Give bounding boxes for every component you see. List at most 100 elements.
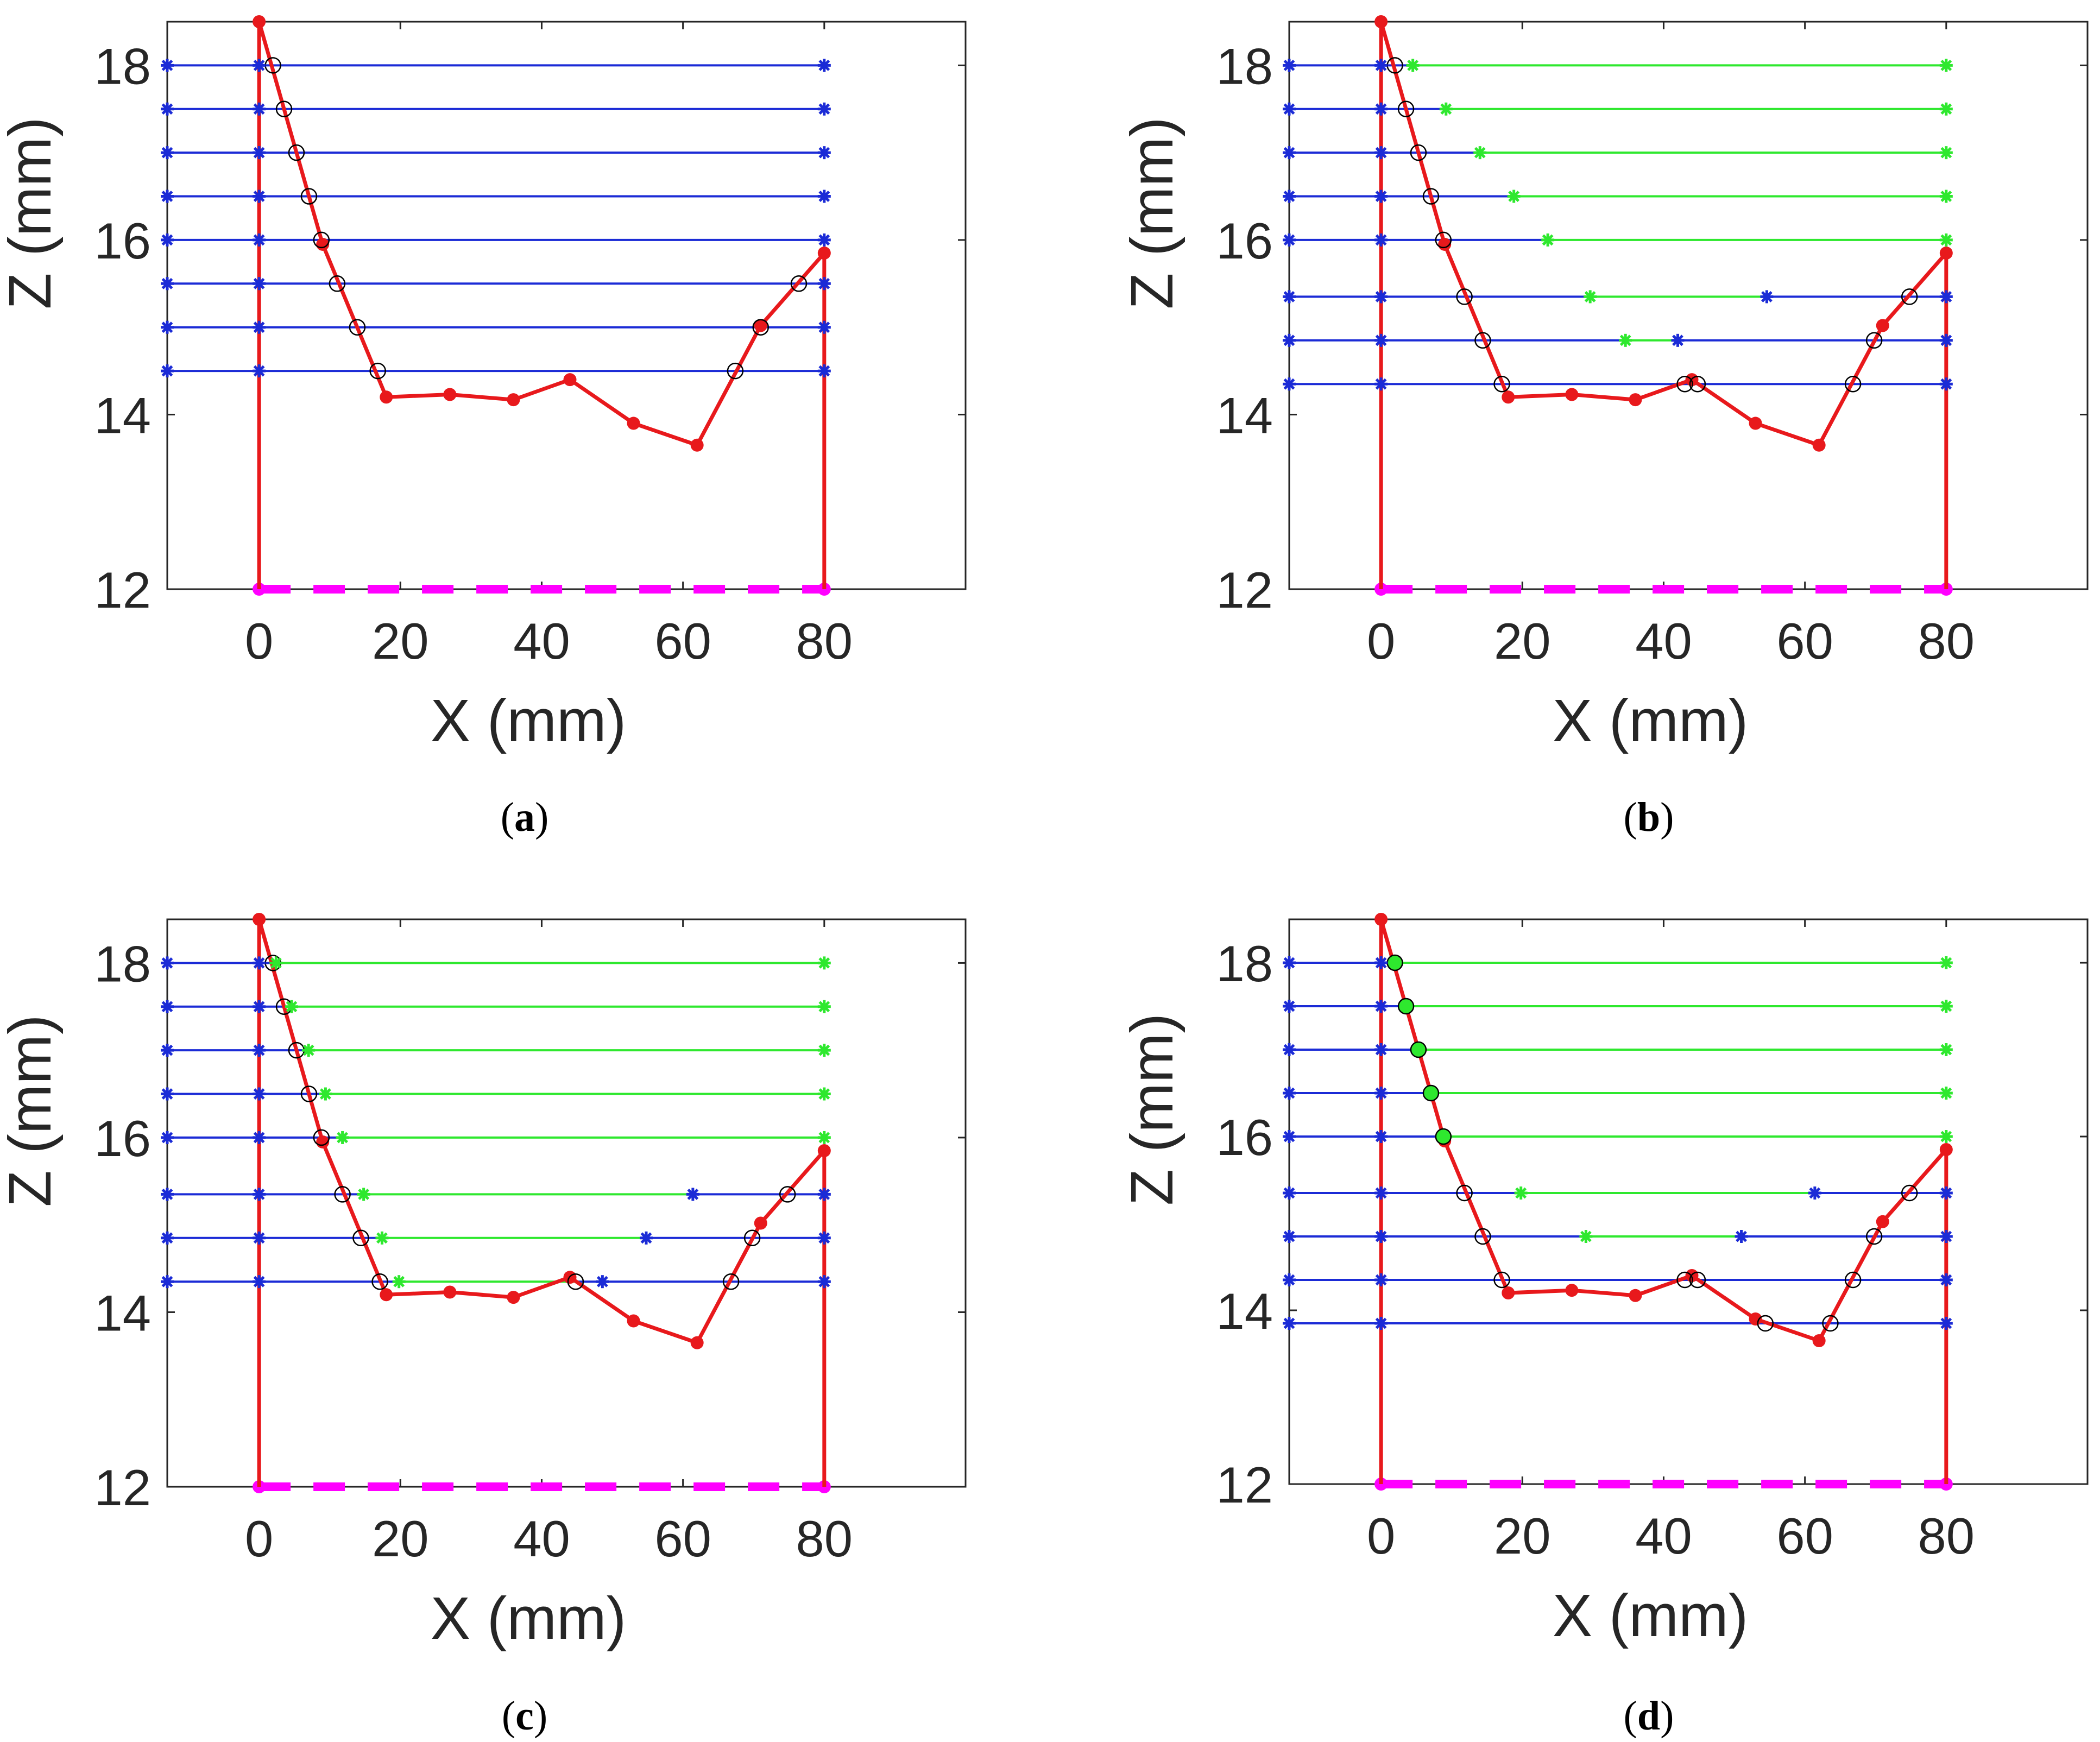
panel-a-profile-line — [257, 20, 827, 589]
panel-b-pass-6-star-marker — [1939, 333, 1953, 347]
panel-c-pass-4-star-marker — [817, 1131, 831, 1144]
panel-b-profile-point — [1502, 390, 1515, 404]
panel-c-caption-letter: c — [515, 1693, 534, 1739]
panel-c-ytick-label: 18 — [94, 935, 151, 992]
panel-c-pass-4-star-marker-d2 — [337, 1132, 349, 1144]
panel-b-pass-5-star-marker-d2 — [1375, 291, 1387, 302]
panel-c-xtick-label: 20 — [372, 1510, 429, 1567]
panel-b-xtick-label: 0 — [1367, 613, 1395, 670]
panel-c-pass-3-star-marker — [319, 1087, 332, 1101]
panel-b-pass-7-star-marker-d2 — [1375, 378, 1387, 390]
panel-a-pass-6-star-marker-d2 — [818, 321, 830, 333]
panel-c-plot: 0 20 40 60 80 12 14 16 18 X (mm) Z (mm) — [0, 913, 967, 1652]
panel-c-pass-5-star-marker — [357, 1188, 370, 1201]
panel-d-profile-point — [1502, 1286, 1515, 1299]
panel-a-pass-2-star-marker-d2 — [161, 147, 173, 159]
panel-c-pass-2-star-marker-d2 — [302, 1044, 314, 1056]
panel-b-pass-4-star-marker-d2 — [1542, 234, 1554, 246]
panel-b-ylabel: Z (mm) — [1119, 117, 1185, 309]
panel-c-pass-7-star-marker-d2 — [818, 1276, 830, 1287]
panel-d-pass-6-intersection-circle — [1865, 1228, 1883, 1245]
panel-d-pass-3-star-marker-d2 — [1940, 1087, 1952, 1099]
panel-a-pass-6-intersection-circle — [349, 319, 366, 336]
panel-a-pass-7-star-marker-d2 — [253, 365, 265, 377]
panel-d-ytick-label: 14 — [1216, 1283, 1273, 1340]
panel-d-pass-7-intersection-circle — [1676, 1271, 1693, 1289]
panel-a-profile-point — [253, 15, 266, 28]
panel-b-pass-5-star-marker — [1283, 290, 1296, 304]
panel-b-xtick-label: 20 — [1494, 613, 1551, 670]
panel-b-pass-3-star-marker-d2 — [1508, 191, 1520, 202]
panel-c-xtick-label: 80 — [796, 1510, 853, 1567]
panel-d-ytick-label: 18 — [1216, 935, 1273, 992]
panel-c-pass-6-star-marker-d2 — [161, 1232, 173, 1244]
panel-c-pass-3-star-marker — [817, 1087, 831, 1101]
panel-c-pass-7-star-marker-d2 — [393, 1276, 405, 1287]
panel-a-ytick-label: 18 — [94, 37, 151, 94]
panel-c-pass-5-star-marker — [686, 1188, 699, 1201]
panel-a-profile-point — [563, 373, 577, 387]
panel-d-pass-7-star-marker-d2 — [1940, 1274, 1952, 1286]
panel-b-ytick-label: 14 — [1216, 387, 1273, 444]
panel-a-xtick-label: 80 — [796, 613, 853, 670]
panel-a-pass-2-star-marker — [253, 146, 266, 160]
panel-a-pass-7-star-marker-d2 — [818, 365, 830, 377]
panel-b-pass-2-star-marker — [1374, 146, 1388, 160]
panel-c-pass-0-star-marker — [161, 956, 174, 970]
panel-c-pass-0-star-marker-d2 — [818, 957, 830, 969]
panel-c-pass-6-star-marker — [817, 1231, 831, 1245]
panel-a-pass-1-star-marker-d2 — [818, 103, 830, 115]
panel-a-pass-6-intersection-circle — [752, 319, 769, 336]
panel-c-pass-3-star-marker — [161, 1087, 174, 1101]
panel-b-pass-5-star-marker — [1584, 290, 1597, 304]
panel-a-pass-4-intersection-circle — [313, 231, 330, 249]
panel-c-pass-7-star-marker-d2 — [161, 1276, 173, 1287]
panel-c-profile-point — [627, 1314, 640, 1328]
panel-c-pass-2-star-marker — [817, 1044, 831, 1057]
panel-b-pass-0-star-marker-d2 — [1375, 59, 1387, 71]
panel-d-pass-7-star-marker — [1939, 1273, 1953, 1286]
panel-c-ytick-label: 14 — [94, 1284, 151, 1341]
panel-b-pass-3-star-marker-d2 — [1375, 191, 1387, 202]
panel-b-profile-point — [1629, 393, 1642, 407]
panel-a-pass-3-star-marker-d2 — [253, 191, 265, 202]
panel-a-pass-6-star-marker — [253, 320, 266, 334]
panel-d-pass-2-star-marker-d2 — [1940, 1044, 1952, 1056]
panel-c-pass-2-star-marker-d2 — [253, 1044, 265, 1056]
panel-b-pass-6-star-marker-d2 — [1375, 334, 1387, 346]
panel-a-pass-1-star-marker-d2 — [161, 103, 173, 115]
panel-a-xtick-label: 40 — [513, 613, 570, 670]
panel-d-pass-4-star-marker-d2 — [1375, 1131, 1387, 1143]
panel-a-pass-6-star-marker — [817, 320, 831, 334]
panel-b-pass-5-star-marker-d2 — [1584, 291, 1596, 302]
panel-b-profile-point — [1876, 319, 1889, 332]
panel-c-xtick-label: 40 — [513, 1510, 570, 1567]
panel-b-pass-6-star-marker-d2 — [1619, 334, 1631, 346]
panel-b-xtick-label: 80 — [1918, 613, 1975, 670]
panel-b-pass-4-star-marker-d2 — [1283, 234, 1295, 246]
panel-b-pass-7-intersection-circle — [1844, 375, 1862, 393]
panel-a-profile-point — [380, 390, 393, 404]
panel-d-pass-0-star-marker — [1939, 956, 1953, 969]
panel-a-pass-0-star-marker-d2 — [818, 59, 830, 71]
panel-b-pass-7-star-marker — [1374, 377, 1388, 391]
panel-b-pass-7-intersection-circle — [1689, 375, 1706, 393]
panel-c-xtick-label: 60 — [654, 1510, 711, 1567]
panel-a-pass-1-star-marker — [161, 102, 174, 116]
panel-c-pass-2-star-marker-d2 — [818, 1044, 830, 1056]
panel-c-axes-box — [166, 918, 967, 1488]
panel-c-pass-6-star-marker-d2 — [640, 1232, 652, 1244]
panel-c-profile-point — [507, 1291, 520, 1304]
panel-c-pass-4-intersection-circle — [313, 1129, 330, 1146]
panel-d-pass-1-intersection-circle — [1397, 998, 1415, 1015]
panel-c-pass-6-star-marker — [253, 1231, 266, 1245]
panel-d-pass-1-star-marker — [1283, 1000, 1296, 1013]
panel-a-pass-2-star-marker-d2 — [818, 147, 830, 159]
panel-b-pass-6-star-marker — [1671, 333, 1685, 347]
panel-d-pass-5-star-marker — [1374, 1186, 1388, 1200]
panel-d-pass-8-star-marker-d2 — [1375, 1317, 1387, 1329]
panel-b-pass-7-star-marker — [1939, 377, 1953, 391]
panel-d-pass-1-star-marker-d2 — [1283, 1000, 1295, 1012]
panel-d-profile-point — [1629, 1289, 1642, 1302]
panel-c-pass-4-star-marker-d2 — [253, 1132, 265, 1144]
